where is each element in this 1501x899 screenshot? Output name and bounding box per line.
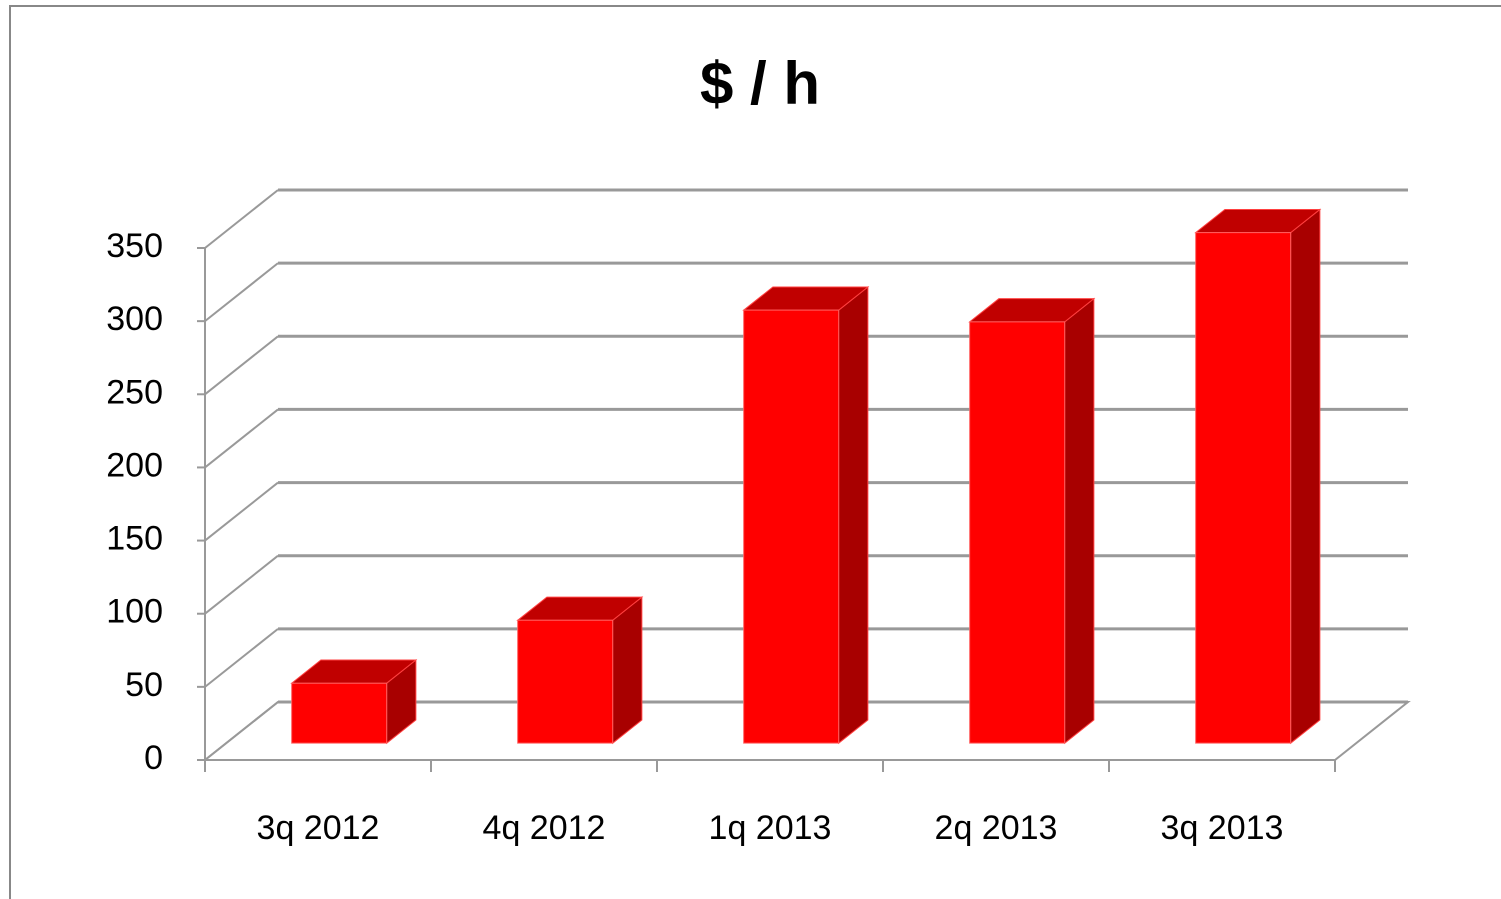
- y-tick-label: 350: [106, 227, 163, 265]
- y-tick-label: 200: [106, 446, 163, 484]
- bar: [743, 309, 840, 744]
- y-tick-label: 250: [106, 373, 163, 411]
- bar-side: [1290, 208, 1321, 745]
- side-grid-line: [204, 408, 279, 469]
- y-tick-label: 100: [106, 593, 163, 631]
- bar-side: [838, 285, 869, 745]
- x-tick-label: 1q 2013: [709, 809, 832, 847]
- y-tick-label: 150: [106, 520, 163, 558]
- bar: [291, 682, 388, 744]
- y-tick-label: 300: [106, 300, 163, 338]
- bar-side: [1064, 297, 1095, 745]
- y-tick-label: 0: [144, 739, 163, 777]
- side-grid-line: [204, 189, 279, 249]
- side-grid-line: [204, 701, 279, 761]
- x-tick-label: 3q 2013: [1161, 809, 1284, 847]
- y-tick-label: 50: [125, 666, 163, 704]
- x-tick-label: 4q 2012: [483, 809, 606, 847]
- side-grid-line: [204, 481, 279, 542]
- bar: [1195, 232, 1292, 744]
- x-tick-label: 2q 2013: [935, 809, 1058, 847]
- bar: [969, 321, 1066, 744]
- chart-title: $ / h: [700, 50, 820, 117]
- side-grid-line: [204, 262, 279, 322]
- bar-side: [612, 596, 643, 745]
- side-grid-line: [204, 628, 279, 688]
- side-grid-line: [204, 554, 279, 615]
- bar: [517, 619, 614, 744]
- x-tick-label: 3q 2012: [257, 809, 380, 847]
- side-grid-line: [204, 335, 279, 396]
